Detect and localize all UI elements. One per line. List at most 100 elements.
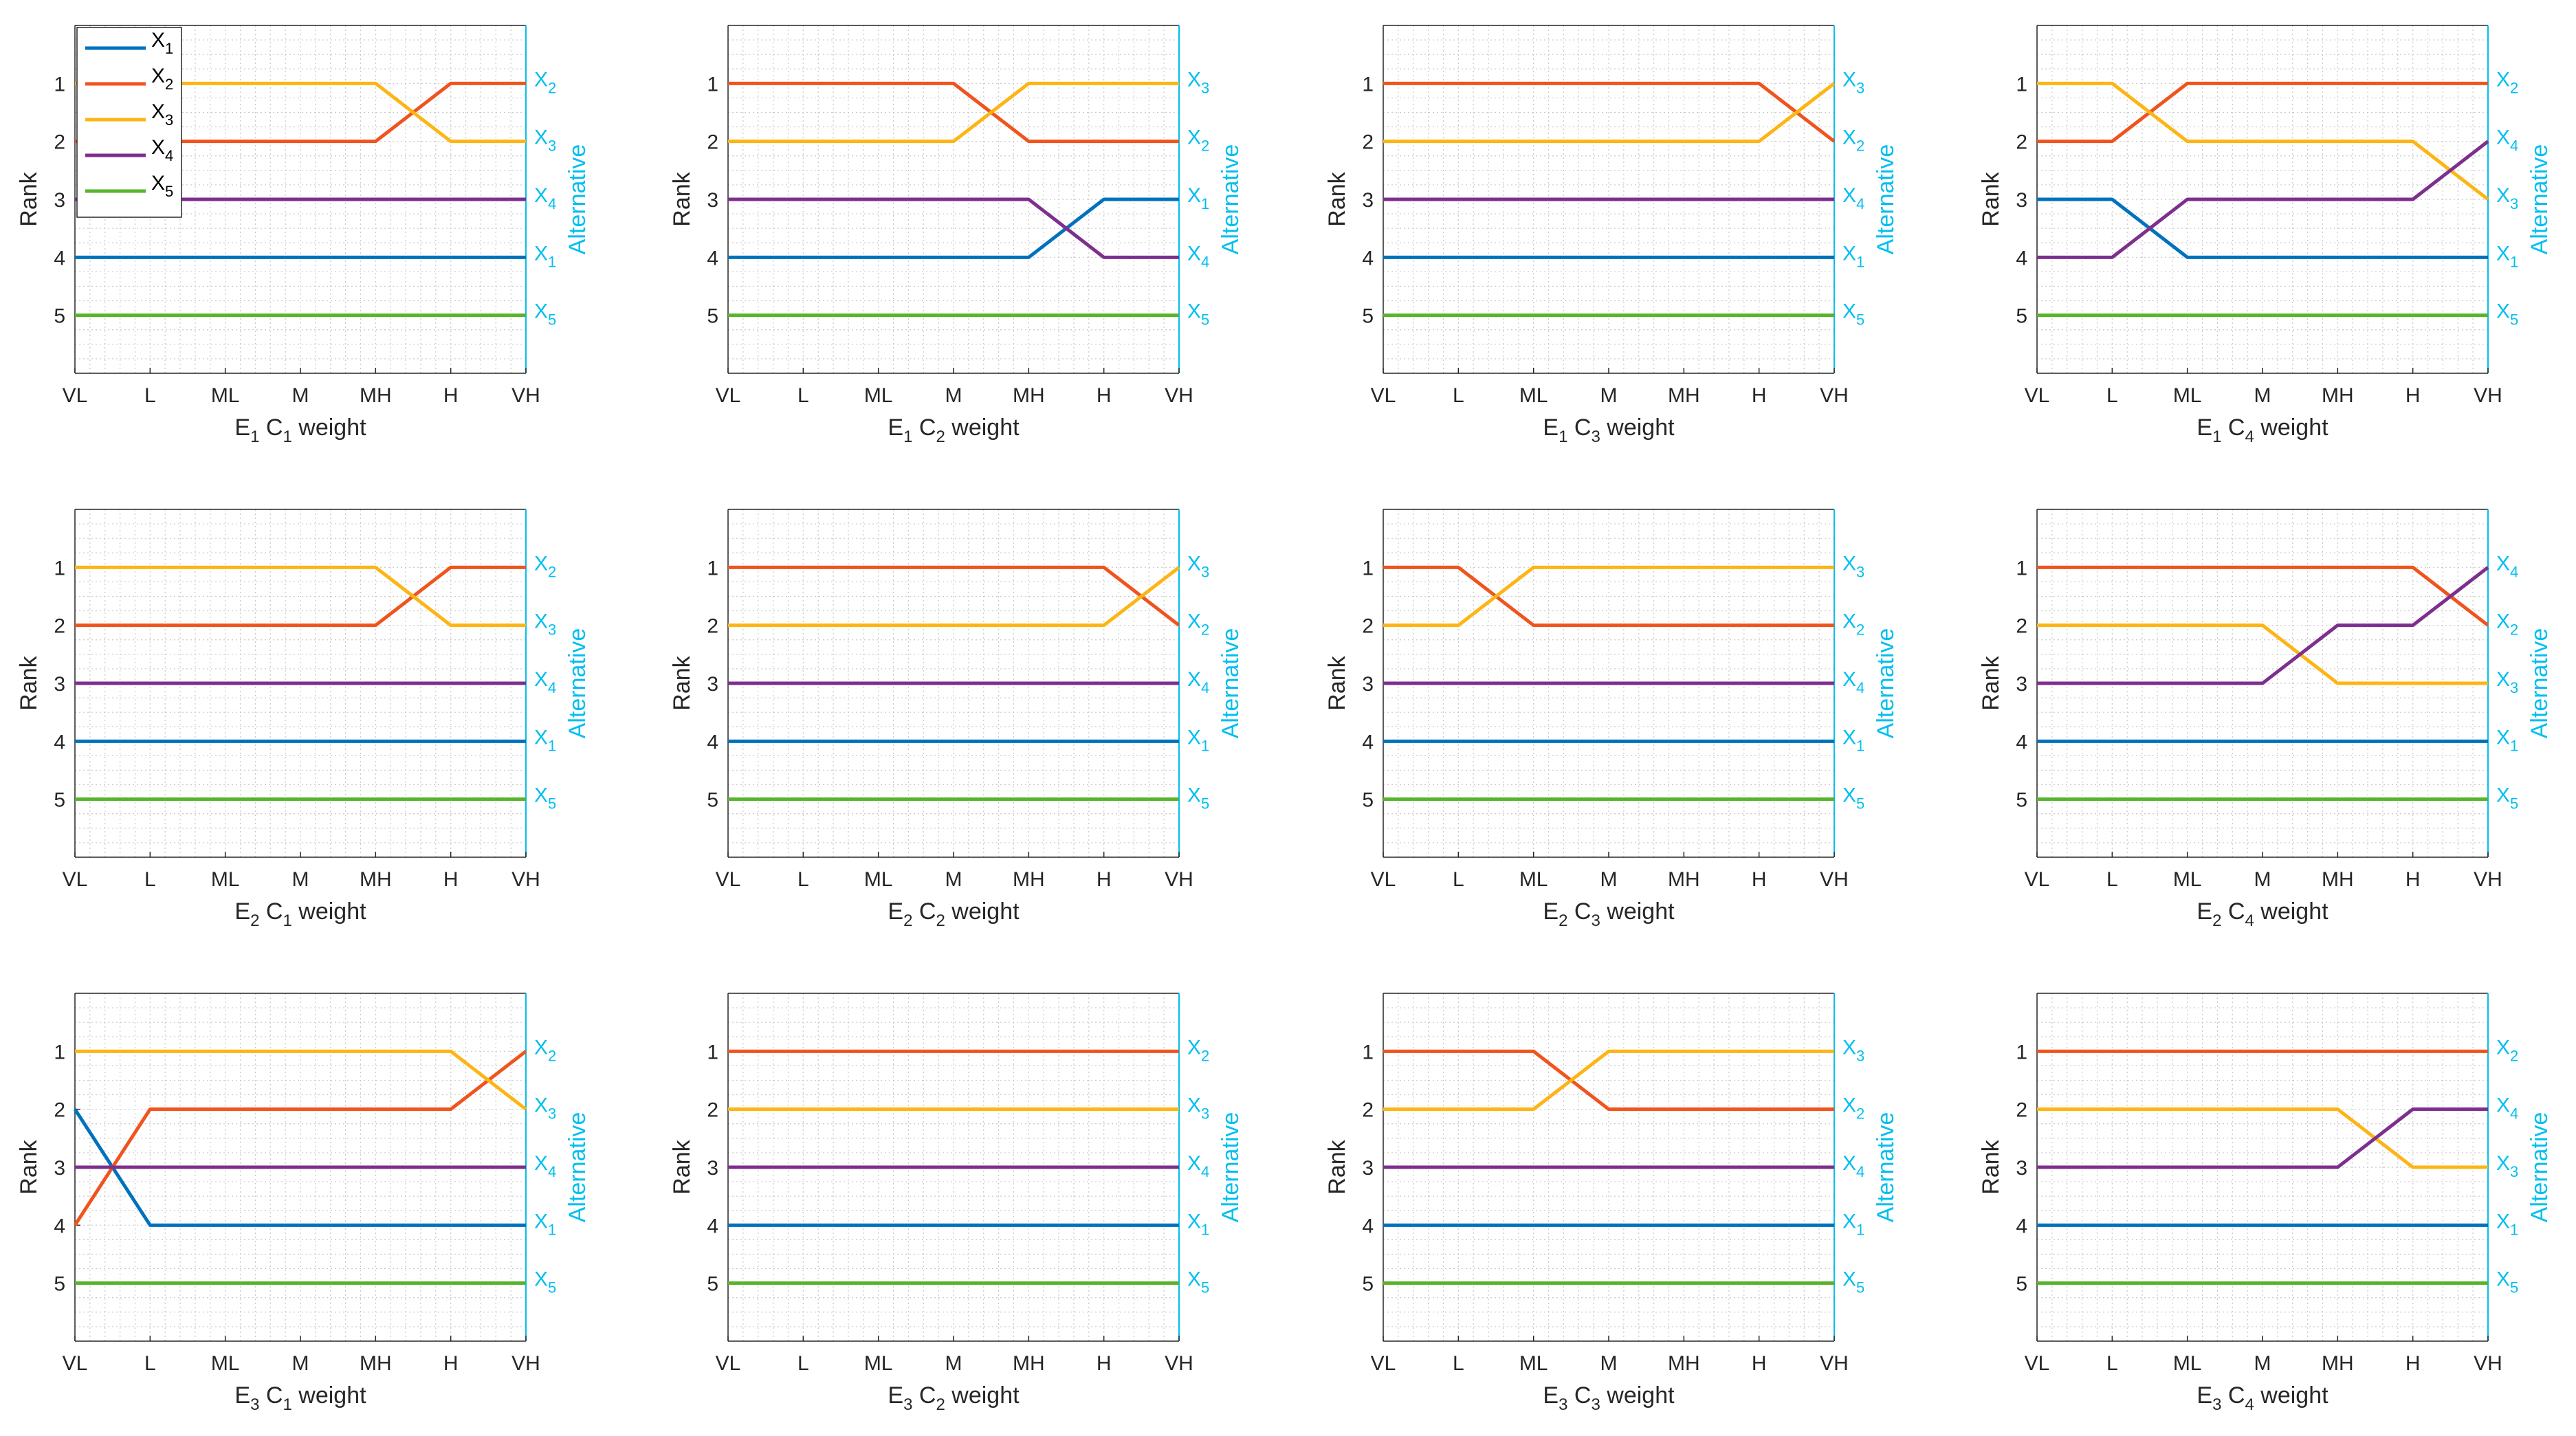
x-tick-label: H — [1752, 868, 1767, 891]
x-tick-label: M — [945, 868, 962, 891]
y-tick-label: 3 — [2016, 189, 2027, 212]
series-line-x3 — [1383, 82, 1836, 144]
right-alt-label-x4: X4 — [2496, 552, 2518, 580]
panel-e2-c2: 1 2 3 4 5 VL L ML M MH H VH E2 C2 weight Rank X1 X2 X3 X4… — [669, 509, 1244, 930]
series-line-x1 — [728, 197, 1179, 259]
legend-label-x3: X3 — [151, 100, 173, 129]
x-tick-label: MH — [360, 384, 392, 407]
x-tick-label: MH — [1668, 868, 1700, 891]
legend-label-x4: X4 — [151, 136, 173, 164]
right-alt-label-x1: X1 — [1187, 726, 1209, 754]
legend-box — [76, 27, 182, 218]
y-tick-label: 3 — [54, 673, 65, 696]
x-tick-label: MH — [360, 1352, 392, 1375]
right-alt-label-x3: X3 — [1187, 68, 1209, 96]
panel-e3-c3: 1 2 3 4 5 VL L ML M MH H VH E3 C3 weight Rank X1 X2 X3 X4… — [1324, 993, 1899, 1414]
y-tick-label: 1 — [1362, 1041, 1374, 1063]
x-tick-label: M — [1600, 868, 1618, 891]
right-axis-label: Alternative — [1218, 628, 1244, 739]
x-tick-label: H — [1097, 868, 1112, 891]
y-tick-label: 5 — [707, 305, 718, 328]
y-tick-label: 2 — [1362, 615, 1374, 638]
y-tick-label: 4 — [2016, 247, 2027, 269]
x-axis-label: E3 C3 weight — [1543, 1382, 1675, 1414]
series-line-x2 — [73, 1050, 527, 1226]
right-axis-label: Alternative — [564, 628, 591, 739]
y-axis-label: Rank — [16, 1139, 42, 1194]
right-alt-label-x2: X2 — [2496, 1036, 2518, 1064]
y-axis-label: Rank — [16, 655, 42, 710]
right-alt-label-x4: X4 — [534, 184, 556, 212]
right-alt-label-x2: X2 — [1842, 1094, 1864, 1123]
y-tick-label: 5 — [54, 1273, 65, 1296]
right-alt-label-x5: X5 — [534, 1268, 556, 1296]
x-tick-label: ML — [2173, 868, 2202, 891]
y-tick-label: 3 — [2016, 1157, 2027, 1180]
x-tick-label: H — [1752, 384, 1767, 407]
right-alt-label-x2: X2 — [2496, 68, 2518, 96]
x-axis-label: E3 C4 weight — [2197, 1382, 2329, 1414]
panel-e3-c2: 1 2 3 4 5 VL L ML M MH H VH E3 C2 weight Rank X1 X2 X3 X4… — [669, 993, 1244, 1414]
y-tick-label: 4 — [707, 731, 718, 753]
x-tick-label: H — [443, 868, 459, 891]
right-alt-label-x3: X3 — [2496, 668, 2518, 696]
x-tick-label: VL — [63, 384, 88, 407]
right-alt-label-x1: X1 — [534, 242, 556, 270]
series-line-x3 — [75, 565, 526, 628]
right-alt-label-x5: X5 — [1842, 784, 1864, 813]
x-tick-label: M — [945, 384, 962, 407]
right-axis-label: Alternative — [1218, 144, 1244, 255]
x-tick-label: VH — [511, 1352, 540, 1375]
x-tick-label: M — [292, 1352, 309, 1375]
series-line-x3 — [2037, 1107, 2488, 1169]
x-tick-label: L — [144, 868, 156, 891]
right-axis-label: Alternative — [2527, 144, 2553, 255]
y-tick-label: 1 — [54, 1041, 65, 1063]
right-alt-label-x3: X3 — [2496, 1152, 2518, 1180]
right-alt-label-x2: X2 — [534, 68, 556, 96]
y-tick-label: 3 — [1362, 1157, 1374, 1180]
x-tick-label: ML — [2173, 1352, 2202, 1375]
right-alt-label-x4: X4 — [2496, 126, 2518, 155]
y-tick-label: 3 — [707, 673, 718, 696]
right-alt-label-x3: X3 — [1842, 552, 1864, 580]
y-tick-label: 1 — [54, 557, 65, 579]
series-line-x4 — [2037, 1107, 2488, 1169]
x-tick-label: VH — [1820, 384, 1849, 407]
series-line-x2 — [728, 565, 1180, 627]
y-tick-label: 2 — [54, 1099, 65, 1122]
x-tick-label: M — [1600, 384, 1618, 407]
right-alt-label-x4: X4 — [2496, 1094, 2518, 1123]
y-tick-label: 3 — [707, 189, 718, 212]
right-axis-label: Alternative — [1873, 144, 1899, 255]
y-tick-label: 4 — [1362, 1215, 1374, 1237]
x-tick-label: VL — [2025, 868, 2050, 891]
x-tick-label: VH — [2474, 868, 2502, 891]
x-tick-label: VL — [1371, 868, 1396, 891]
y-tick-label: 2 — [1362, 131, 1374, 154]
y-tick-label: 5 — [2016, 305, 2027, 328]
y-tick-label: 3 — [54, 189, 65, 212]
x-axis-label: E3 C1 weight — [234, 1382, 366, 1414]
x-tick-label: L — [2106, 1352, 2118, 1375]
legend-label-x5: X5 — [151, 172, 173, 200]
right-alt-label-x3: X3 — [1842, 68, 1864, 96]
series-line-x4 — [728, 197, 1179, 259]
y-tick-label: 4 — [2016, 1215, 2027, 1237]
right-axis-label: Alternative — [1873, 628, 1899, 739]
x-tick-label: L — [144, 1352, 156, 1375]
legend-label-x1: X1 — [151, 29, 173, 57]
series-line-x3 — [2037, 623, 2488, 685]
y-tick-label: 4 — [54, 247, 65, 269]
x-tick-label: L — [797, 384, 809, 407]
right-alt-label-x2: X2 — [1842, 126, 1864, 155]
right-axis-label: Alternative — [2527, 1112, 2553, 1223]
x-tick-label: H — [2406, 1352, 2421, 1375]
x-tick-label: L — [1453, 384, 1464, 407]
series-line-x2 — [1383, 81, 1836, 143]
right-alt-label-x3: X3 — [1187, 552, 1209, 580]
y-axis-label: Rank — [1978, 1139, 2004, 1194]
x-tick-label: VL — [716, 868, 741, 891]
y-axis-label: Rank — [1978, 655, 2004, 710]
